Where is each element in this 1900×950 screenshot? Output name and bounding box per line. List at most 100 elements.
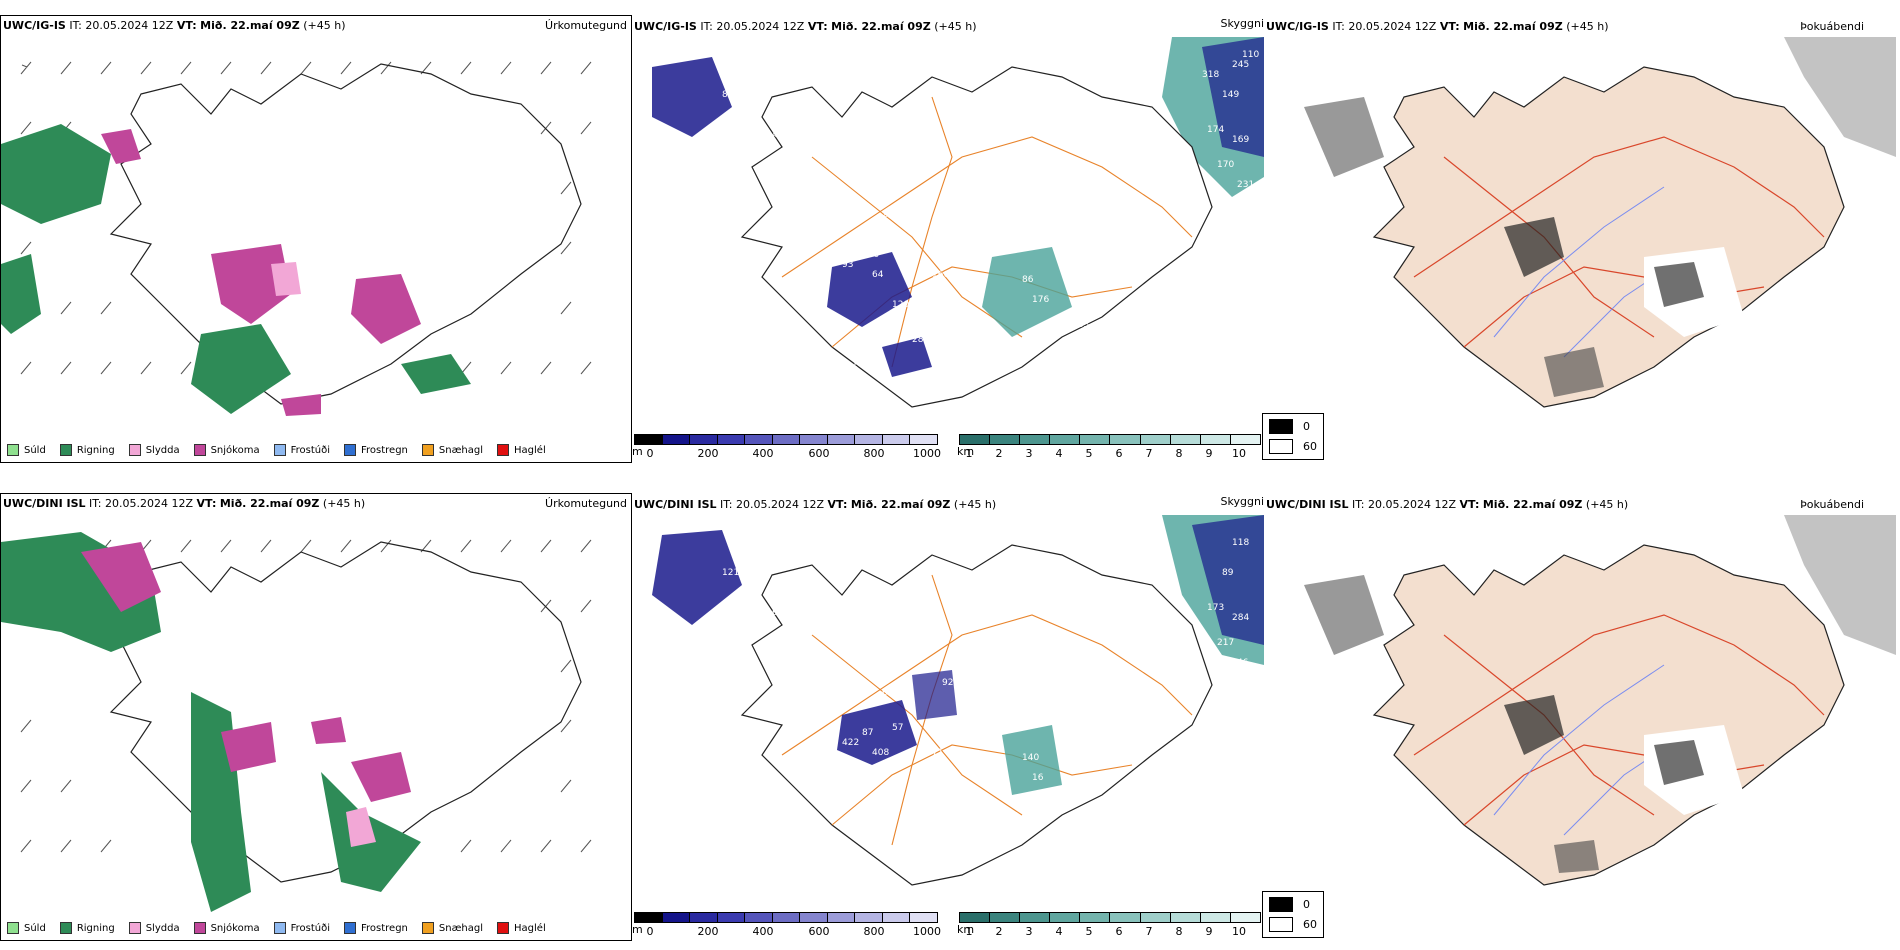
legend-item: Snæhagl [421, 922, 483, 934]
cloud-panel-row2: UWC/DINI ISL IT: 20.05.2024 12Z VT: Mið.… [632, 493, 1264, 941]
swatch-snow-pellets [421, 922, 434, 934]
cloud-base-label: 174 [1207, 125, 1224, 135]
precip-areas [1, 532, 421, 912]
colorbar-cell [635, 435, 663, 444]
colorbar-cell [882, 435, 911, 444]
precipitation-map [1, 532, 592, 912]
cloud-base-label: 51 [702, 618, 713, 628]
cloud-base-label: 28 [912, 335, 924, 345]
fog-swatch-white [1269, 917, 1293, 932]
panel-header: UWC/DINI ISL IT: 20.05.2024 12Z VT: Mið.… [634, 498, 997, 511]
visibility-unit: km [957, 445, 975, 458]
fog-swatch-white [1269, 439, 1293, 454]
panel-header: UWC/IG-IS IT: 20.05.2024 12Z VT: Mið. 22… [634, 20, 977, 33]
colorbar-cell [990, 435, 1021, 444]
legend-item: Rigning [59, 922, 115, 934]
colorbar-cell [662, 435, 691, 444]
colorbar-cell [855, 913, 883, 922]
legend-item: Haglél [497, 922, 546, 934]
cloud-base-label: 141 [852, 360, 869, 370]
swatch-hail [497, 922, 510, 934]
colorbar-cell [745, 913, 773, 922]
legend-item: Frostúði [273, 922, 330, 934]
colorbar-cell [855, 435, 883, 444]
legend-item: Súld [7, 444, 46, 456]
fog-legend: 0 60 [1262, 891, 1324, 938]
panel-title: Úrkomutegund [545, 497, 627, 510]
swatch-snow-pellets [421, 444, 434, 456]
colorbar-cell [1080, 913, 1111, 922]
colorbar-cell [990, 913, 1021, 922]
swatch-rain [59, 444, 72, 456]
colorbar-cell [800, 913, 828, 922]
colorbar-cell [827, 435, 856, 444]
panel-title: Skyggni [1220, 495, 1264, 508]
fog-index-map [1304, 37, 1896, 408]
cloud-areas [652, 530, 1062, 795]
cloud-base-label: 57 [892, 723, 903, 733]
swatch-rain [59, 922, 72, 934]
visibility-unit: km [957, 923, 975, 936]
swatch-freezing-drizzle [273, 444, 286, 456]
cloud-base-label: 183 [1072, 320, 1089, 330]
iceland-outline [109, 63, 582, 405]
cloud-base-label: 66 [912, 380, 924, 390]
legend-item: Slydda [128, 922, 180, 934]
wind-barb-icon [20, 61, 592, 375]
cloud-base-label: 43 [882, 330, 893, 340]
cloud-base-label: 69 [952, 733, 964, 743]
fog-legend: 0 60 [1262, 413, 1324, 460]
cloud-base-label: 54 [892, 245, 904, 255]
cloud-base-colorbar: 0 200 400 600 800 1000 m [632, 912, 942, 940]
cloud-base-label: 106 [952, 255, 969, 265]
precipitation-map [1, 61, 592, 416]
cloud-base-label: 176 [1032, 295, 1049, 305]
legend-item: Frostregn [344, 444, 408, 456]
panel-header: UWC/IG-IS IT: 20.05.2024 12Z VT: Mið. 22… [1266, 20, 1609, 33]
cloud-base-label: 207 [882, 210, 899, 220]
cloud-base-label: 107 [702, 140, 719, 150]
precip-legend: Súld Rigning Slydda Snjókoma Frostúði Fr… [7, 444, 546, 456]
precip-panel-row2: UWC/DINI ISL IT: 20.05.2024 12Z VT: Mið.… [0, 493, 632, 941]
colorbar-cell [1110, 913, 1141, 922]
swatch-sleet [128, 922, 141, 934]
legend-item: Snjókoma [193, 922, 260, 934]
panel-title: Þokuábendi [1800, 20, 1864, 33]
colorbar-cell [1200, 913, 1231, 922]
legend-item: Slydda [128, 444, 180, 456]
cloud-panel-row1: UWC/IG-IS IT: 20.05.2024 12Z VT: Mið. 22… [632, 15, 1264, 463]
colorbar-cell [635, 913, 663, 922]
legend-item: Rigning [59, 444, 115, 456]
cloud-base-label: 87 [862, 728, 873, 738]
colorbar-cell [1170, 913, 1201, 922]
cloud-base-label: 42 [1002, 240, 1013, 250]
cloud-base-label: 422 [842, 738, 859, 748]
cloud-base-label: 47 [772, 130, 783, 140]
fog-swatch-black [1269, 419, 1293, 434]
cloud-base-ticks: 0 200 400 600 800 1000 [646, 925, 942, 938]
cloud-base-label: 64 [772, 608, 784, 618]
colorbar-cell [1020, 913, 1051, 922]
panel-header: UWC/DINI ISL IT: 20.05.2024 12Z VT: Mið.… [1266, 498, 1629, 511]
visibility-colorbar: 1 2 3 4 5 6 7 8 9 10 km [957, 912, 1261, 940]
fog-areas [1304, 575, 1744, 873]
colorbar-cell [960, 913, 991, 922]
colorbar-cell [1170, 435, 1201, 444]
colorbar-cell [960, 435, 991, 444]
colorbar-cell [1200, 435, 1231, 444]
colorbar-cell [910, 435, 938, 444]
panel-title: Úrkomutegund [545, 19, 627, 32]
precip-legend: Súld Rigning Slydda Snjókoma Frostúði Fr… [7, 922, 546, 934]
cloud-base-label: 170 [1217, 160, 1234, 170]
cloud-base-label: 16 [1032, 773, 1044, 783]
swatch-freezing-drizzle [273, 922, 286, 934]
legend-item: Súld [7, 922, 46, 934]
colorbar-cell [1230, 435, 1260, 444]
colorbar-cell [1080, 435, 1111, 444]
cloud-base-label: 169 [1232, 135, 1249, 145]
cloud-base-label: 40 [682, 180, 694, 190]
visibility-ticks: 1 2 3 4 5 6 7 8 9 10 [965, 447, 1247, 460]
visibility-colorbar: 1 2 3 4 5 6 7 8 9 10 km [957, 434, 1261, 462]
cloud-base-label: 121 [722, 568, 739, 578]
cloud-base-label: 91 [932, 330, 943, 340]
